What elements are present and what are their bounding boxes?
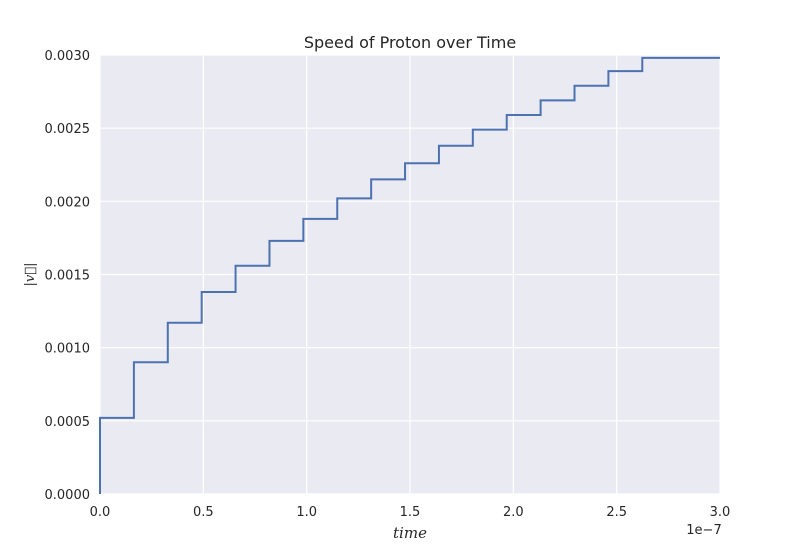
y-tick-label: 0.0005	[45, 415, 91, 430]
x-tick-label: 0.5	[193, 505, 214, 520]
x-tick-label: 2.0	[503, 505, 524, 520]
y-tick-label: 0.0015	[45, 269, 91, 284]
x-tick-label: 0.0	[90, 505, 111, 520]
y-tick-label: 0.0000	[45, 488, 91, 503]
x-axis-label: time	[393, 524, 427, 542]
y-tick-label: 0.0010	[45, 342, 91, 357]
x-tick-label: 3.0	[710, 505, 731, 520]
y-tick-label: 0.0030	[45, 49, 91, 64]
chart-title: Speed of Proton over Time	[304, 33, 516, 52]
grid-lines	[99, 54, 721, 495]
y-axis-label: |v⃗|	[23, 263, 38, 287]
y-axis: 0.0000 0.0005 0.0010 0.0015 0.0020 0.0025 0.00…	[45, 49, 91, 503]
x-tick-label: 2.5	[606, 505, 627, 520]
x-axis-offset-label: 1e−7	[686, 523, 721, 538]
y-tick-label: 0.0025	[45, 122, 91, 137]
x-axis: 0.0 0.5 1.0 1.5 2.0 2.5 3.0	[90, 505, 731, 520]
x-tick-label: 1.5	[400, 505, 421, 520]
series-line	[99, 56, 720, 494]
x-tick-label: 1.0	[296, 505, 317, 520]
y-tick-label: 0.0020	[45, 195, 91, 210]
